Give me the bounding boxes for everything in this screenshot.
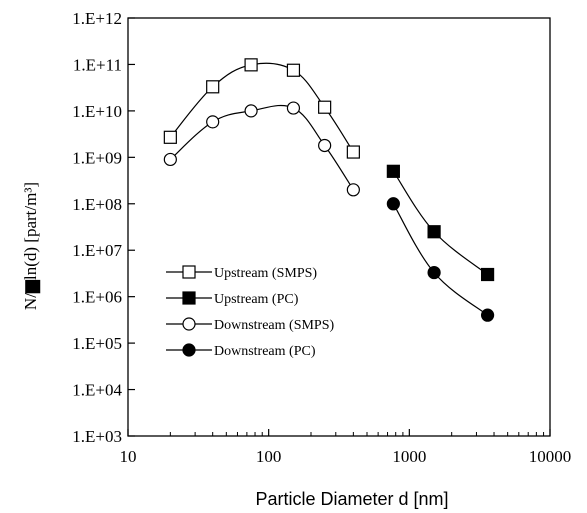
x-axis: 10 100 1000 10000 xyxy=(120,429,572,466)
series-line xyxy=(392,203,488,316)
data-point xyxy=(318,138,332,153)
legend-label: Downstream (SMPS) xyxy=(214,318,335,333)
y-tick-label: 1.E+06 xyxy=(72,288,122,307)
y-tick-label: 1.E+04 xyxy=(72,381,122,400)
y-tick-label: 1.E+11 xyxy=(73,55,122,74)
data-point xyxy=(206,115,220,129)
legend-marker xyxy=(182,317,196,331)
x-tick-label: 10 xyxy=(120,447,137,466)
data-point xyxy=(480,267,495,282)
series-3 xyxy=(386,197,495,322)
data-point xyxy=(163,152,177,167)
x-tick-label: 1000 xyxy=(392,447,426,466)
y-tick-label: 1.E+12 xyxy=(72,9,122,28)
series-2 xyxy=(163,101,360,197)
data-point xyxy=(427,225,441,239)
data-point xyxy=(480,308,495,322)
data-point xyxy=(244,104,258,118)
y-axis: 1.E+03 1.E+04 1.E+05 1.E+06 1.E+07 1.E+08 1.E+… xyxy=(72,9,135,446)
legend-label: Downstream (PC) xyxy=(214,344,316,359)
series-1 xyxy=(386,164,495,282)
y-tick-label: 1.E+05 xyxy=(72,334,122,353)
plot-area xyxy=(127,17,551,437)
data-point xyxy=(206,80,220,94)
data-point xyxy=(286,63,301,77)
data-point xyxy=(386,164,400,178)
x-axis-title: Particle Diameter d [nm] xyxy=(255,489,448,509)
data-point xyxy=(386,197,400,211)
data-point xyxy=(163,130,177,144)
y-tick-label: 1.E+07 xyxy=(72,241,122,260)
legend-label: Upstream (SMPS) xyxy=(214,266,317,281)
data-point xyxy=(346,183,360,197)
series-line xyxy=(392,170,488,275)
legend: Upstream (SMPS) Upstream (PC) Downstream (… xyxy=(166,265,335,359)
data-point xyxy=(244,58,258,72)
series-layer xyxy=(163,58,495,322)
data-point xyxy=(318,100,332,114)
series-0 xyxy=(163,58,360,159)
data-point xyxy=(286,101,301,115)
y-tick-label: 1.E+08 xyxy=(72,195,122,214)
y-axis-title: N/▆ln(d) [part/m³] xyxy=(21,182,41,310)
legend-marker xyxy=(182,343,196,357)
y-tick-label: 1.E+09 xyxy=(72,148,122,167)
x-tick-label: 100 xyxy=(256,447,282,466)
legend-label: Upstream (PC) xyxy=(214,292,299,307)
y-tick-label: 1.E+03 xyxy=(72,427,122,446)
legend-marker xyxy=(182,265,196,279)
data-point xyxy=(427,265,441,280)
x-tick-label: 10000 xyxy=(529,447,572,466)
y-tick-label: 1.E+10 xyxy=(72,102,122,121)
data-point xyxy=(346,145,360,159)
plot-border xyxy=(127,17,551,437)
legend-marker xyxy=(182,291,196,305)
